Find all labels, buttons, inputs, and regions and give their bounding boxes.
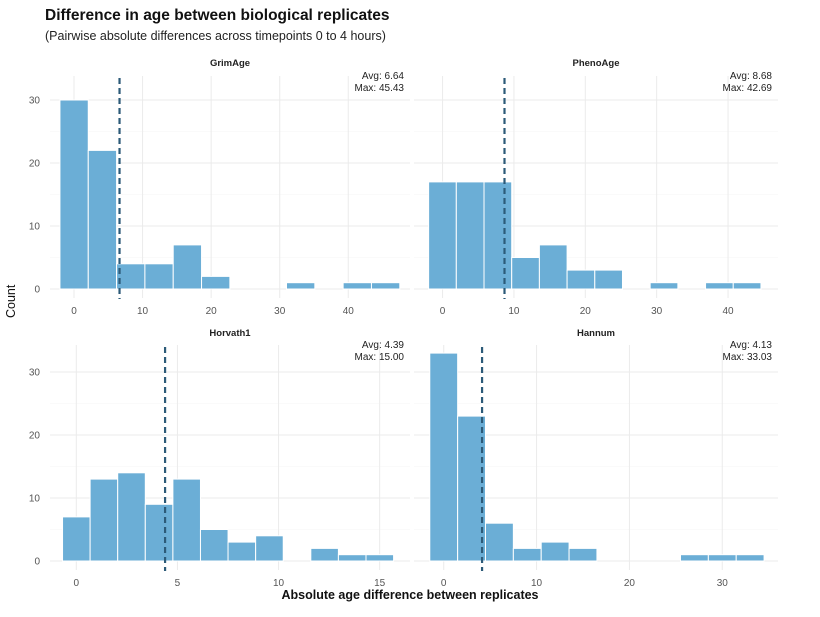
y-tick-label: 30 — [29, 96, 41, 107]
y-tick-label: 0 — [34, 285, 40, 296]
max-annotation: Max: 15.00 — [355, 352, 405, 363]
panel-title-phenoage: PhenoAge — [573, 58, 620, 69]
histogram-bar — [428, 181, 457, 290]
x-tick-label: 0 — [441, 578, 447, 589]
histogram-bar — [680, 554, 709, 562]
x-tick-label: 40 — [343, 306, 355, 317]
max-annotation: Max: 33.03 — [723, 352, 773, 363]
histogram-bar — [649, 282, 679, 290]
max-annotation: Max: 45.43 — [355, 83, 405, 94]
x-tick-label: 10 — [531, 578, 543, 589]
y-tick-label: 20 — [29, 159, 41, 170]
histogram-bar — [365, 554, 395, 562]
max-annotation: Max: 42.69 — [723, 83, 773, 94]
y-tick-label: 10 — [29, 494, 41, 505]
histogram-bar — [594, 269, 623, 290]
histogram-bar — [370, 282, 401, 290]
histogram-bar — [310, 547, 339, 562]
x-tick-label: 0 — [74, 578, 80, 589]
x-tick-label: 0 — [71, 306, 77, 317]
histogram-bar — [172, 478, 201, 562]
x-tick-label: 40 — [722, 306, 734, 317]
panel-title-horvath1: Horvath1 — [209, 328, 251, 339]
histogram-bar — [227, 541, 257, 562]
histogram-bar — [337, 554, 367, 562]
histogram-bar — [568, 547, 598, 562]
x-tick-label: 30 — [717, 578, 729, 589]
histogram-bar — [89, 478, 119, 562]
histogram-bar — [735, 554, 765, 562]
chart-title: Difference in age between biological rep… — [45, 7, 390, 24]
histogram-bar — [455, 181, 485, 290]
x-tick-label: 20 — [206, 306, 218, 317]
histogram-bar — [540, 541, 570, 562]
avg-annotation: Avg: 8.68 — [730, 71, 773, 82]
histogram-bar — [117, 472, 146, 562]
x-tick-label: 10 — [273, 578, 285, 589]
histogram-bar — [59, 99, 89, 290]
histogram-bar — [429, 352, 459, 562]
histogram-bar — [62, 516, 91, 562]
histogram-bar — [732, 282, 762, 290]
histogram-bar — [342, 282, 372, 290]
x-tick-label: 20 — [580, 306, 592, 317]
y-tick-label: 20 — [29, 431, 41, 442]
histogram-bar — [87, 149, 118, 290]
y-tick-label: 0 — [34, 557, 40, 568]
histogram-bar — [707, 554, 737, 562]
y-tick-label: 30 — [29, 368, 41, 379]
x-tick-label: 5 — [175, 578, 181, 589]
x-tick-label: 20 — [624, 578, 636, 589]
histogram-bar — [483, 181, 513, 290]
histogram-bar — [511, 257, 540, 290]
histogram-bar — [199, 529, 229, 562]
histogram-bar — [144, 263, 174, 290]
x-tick-label: 30 — [274, 306, 286, 317]
x-tick-label: 30 — [651, 306, 663, 317]
histogram-bar — [512, 547, 542, 562]
histogram-bar — [457, 415, 486, 562]
avg-annotation: Avg: 4.13 — [730, 340, 773, 351]
x-tick-label: 10 — [508, 306, 520, 317]
histogram-bar — [255, 535, 284, 562]
y-tick-label: 10 — [29, 222, 41, 233]
histogram-bar — [172, 244, 203, 290]
panel-title-hannum: Hannum — [577, 328, 615, 339]
histogram-bar — [144, 503, 174, 562]
avg-annotation: Avg: 6.64 — [362, 71, 405, 82]
histogram-bar — [566, 269, 596, 290]
x-axis-label: Absolute age difference between replicat… — [281, 588, 539, 602]
chart-subtitle: (Pairwise absolute differences across ti… — [45, 29, 386, 43]
histogram-bar — [485, 522, 514, 562]
avg-annotation: Avg: 4.39 — [362, 340, 405, 351]
x-tick-label: 15 — [374, 578, 386, 589]
histogram-bar — [286, 282, 316, 290]
histogram-bar — [705, 282, 734, 290]
histogram-bar — [538, 244, 568, 290]
x-tick-label: 0 — [440, 306, 446, 317]
histogram-bar — [201, 275, 231, 290]
panel-title-grimage: GrimAge — [210, 58, 250, 69]
x-tick-label: 10 — [137, 306, 149, 317]
histogram-bar — [116, 263, 146, 290]
